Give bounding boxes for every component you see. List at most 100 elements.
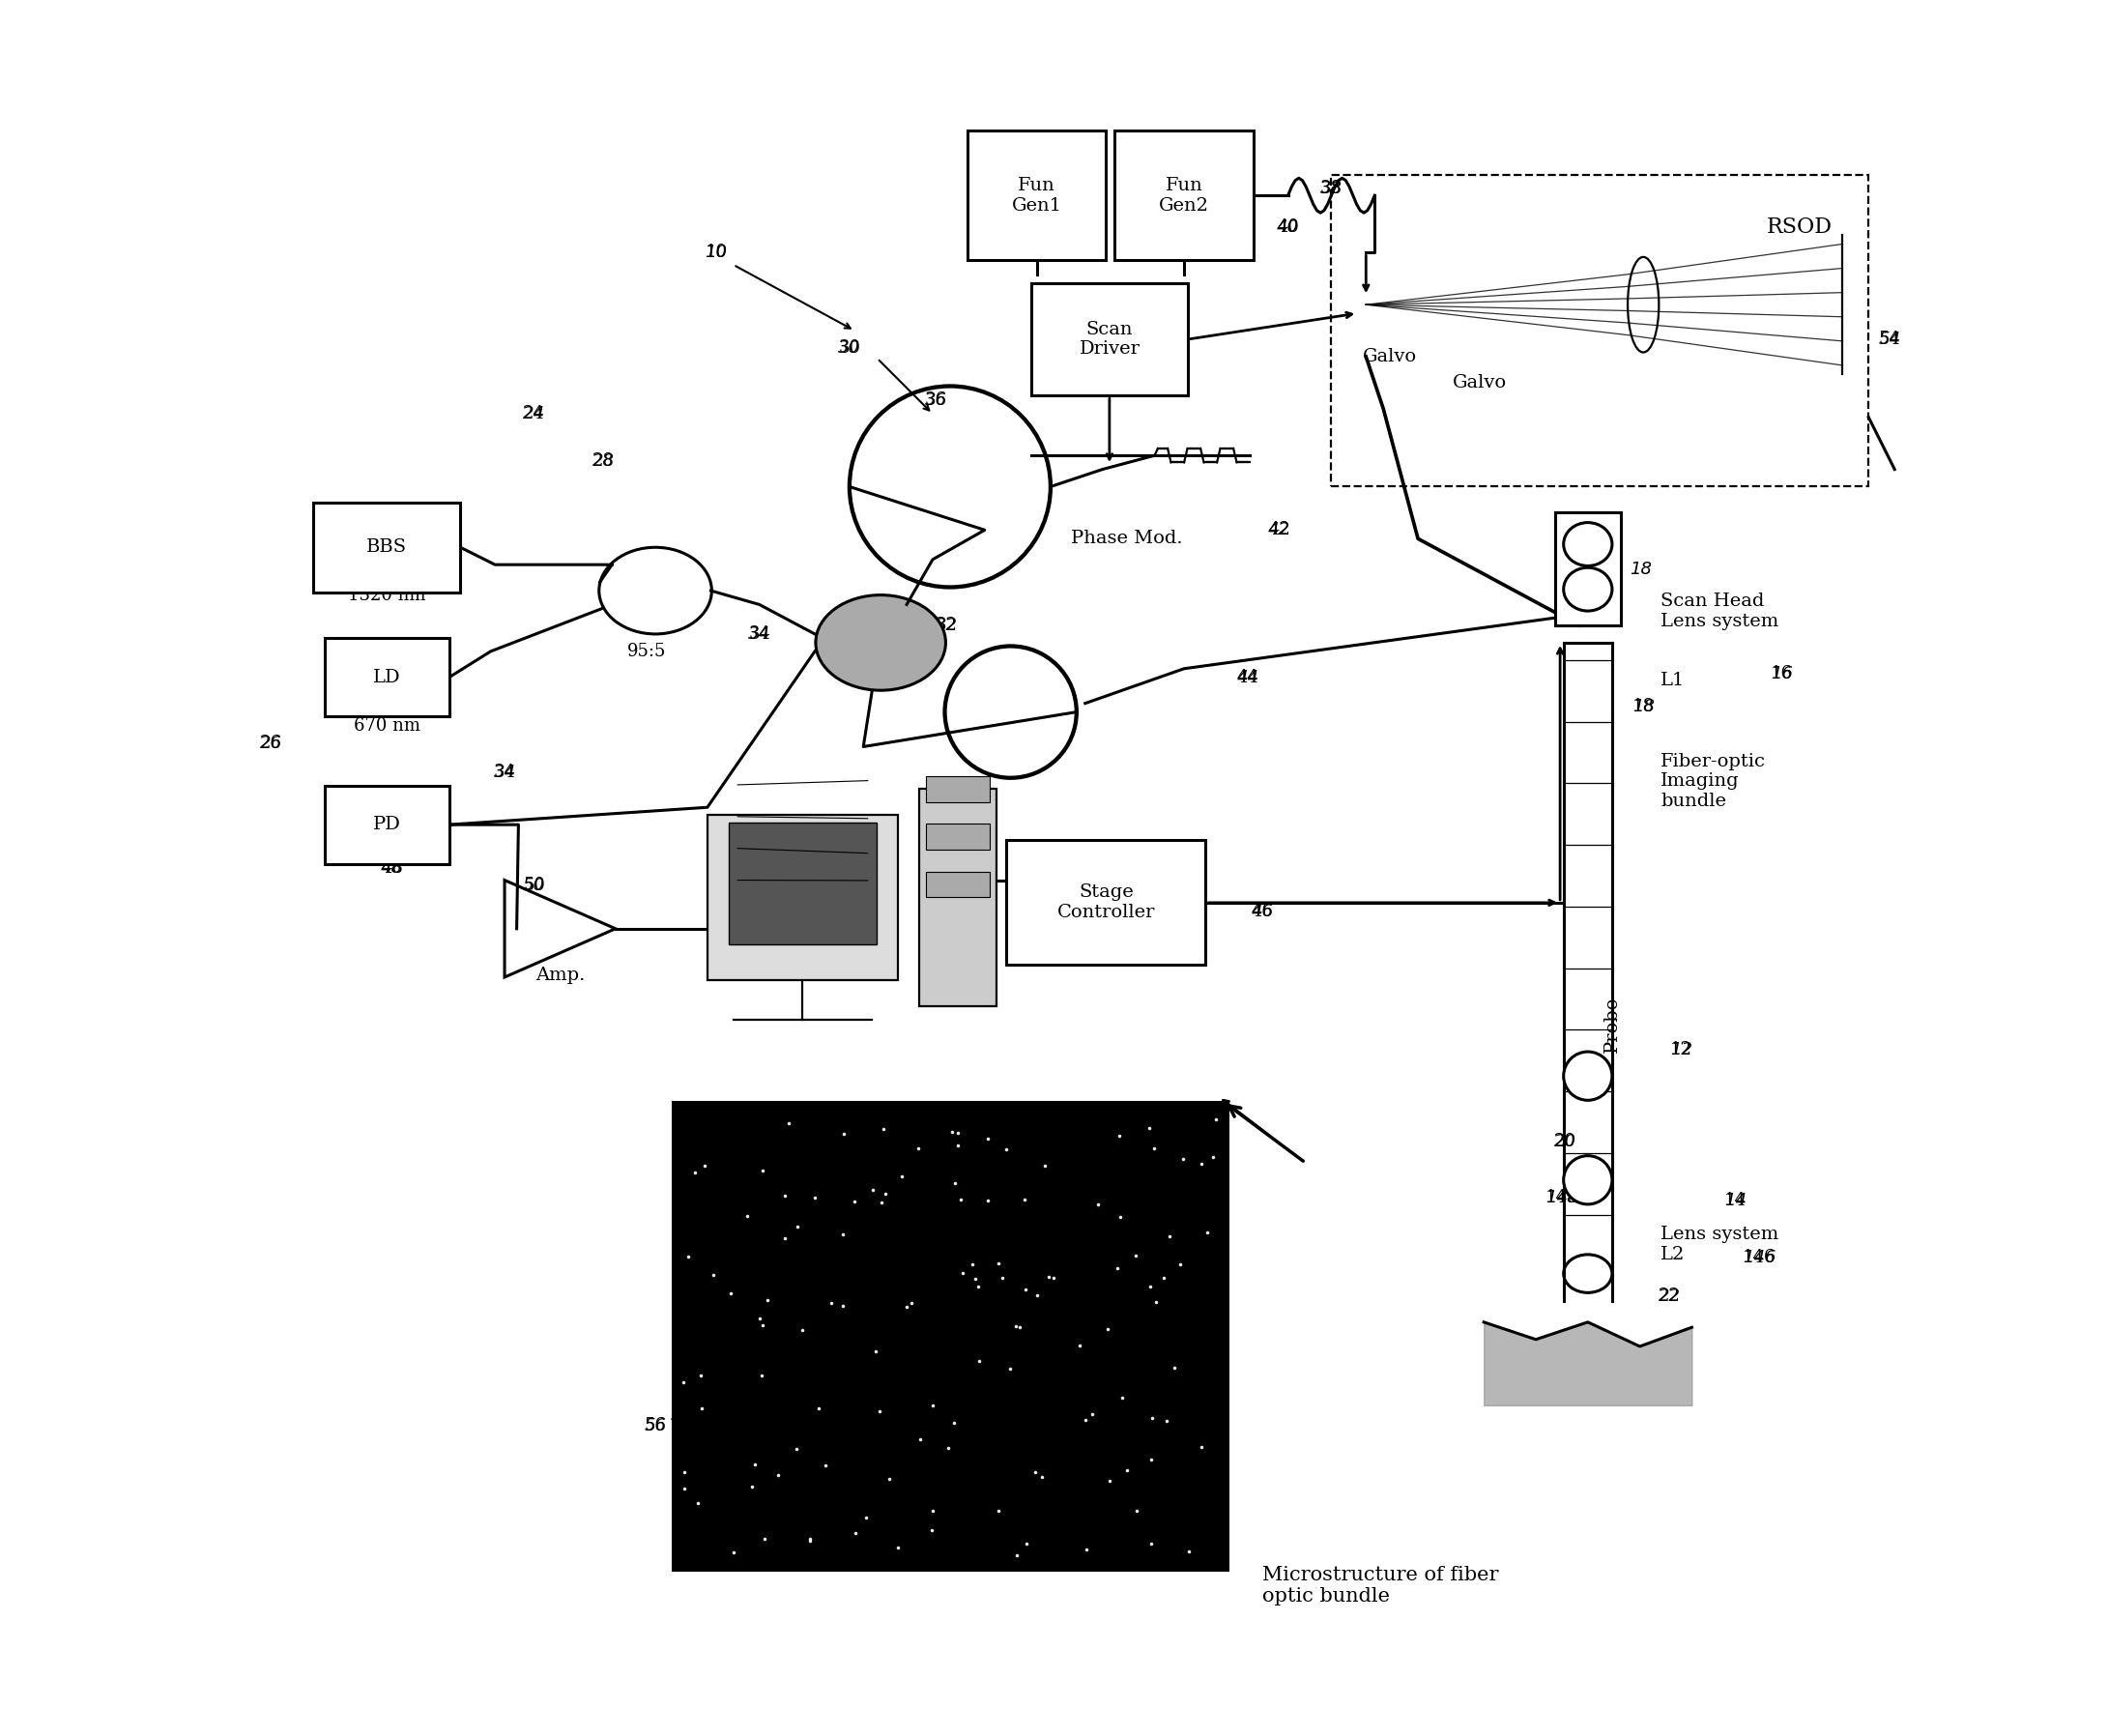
Text: 46: 46 <box>1250 903 1273 920</box>
Point <box>993 1356 1027 1384</box>
Point <box>1031 1262 1065 1290</box>
Point <box>780 1436 814 1463</box>
Text: 32: 32 <box>936 616 957 634</box>
Point <box>987 1264 1020 1292</box>
Point <box>961 1272 995 1300</box>
Text: 22: 22 <box>1659 1288 1680 1305</box>
FancyBboxPatch shape <box>1006 840 1206 965</box>
Point <box>793 1526 826 1554</box>
Point <box>1111 1457 1145 1484</box>
Point <box>1153 1222 1187 1250</box>
FancyBboxPatch shape <box>325 639 449 717</box>
Point <box>736 1472 769 1500</box>
Text: 50: 50 <box>523 877 546 894</box>
Point <box>1164 1252 1197 1279</box>
Point <box>1008 1276 1041 1304</box>
Point <box>938 1168 972 1196</box>
Point <box>915 1392 949 1420</box>
Text: 26: 26 <box>259 734 282 752</box>
Text: 52: 52 <box>723 877 744 894</box>
Text: 40: 40 <box>1277 219 1299 236</box>
Point <box>858 1337 892 1364</box>
Point <box>1092 1467 1126 1495</box>
FancyBboxPatch shape <box>1556 512 1621 625</box>
Point <box>1136 1404 1170 1432</box>
Point <box>1147 1264 1180 1292</box>
Point <box>738 1451 772 1479</box>
Point <box>696 1260 729 1288</box>
FancyBboxPatch shape <box>729 823 877 944</box>
Point <box>1020 1281 1054 1309</box>
Point <box>807 1451 841 1479</box>
Point <box>679 1158 713 1186</box>
Text: 20: 20 <box>1554 1134 1577 1151</box>
Text: Fun
Gen1: Fun Gen1 <box>1012 177 1062 214</box>
Text: 24: 24 <box>523 404 546 422</box>
Point <box>970 1125 1003 1153</box>
Point <box>1166 1146 1199 1174</box>
Point <box>1172 1538 1206 1566</box>
Point <box>687 1151 721 1179</box>
Text: Microstructure of fiber
optic bundle: Microstructure of fiber optic bundle <box>1263 1566 1499 1606</box>
Point <box>772 1109 805 1137</box>
Point <box>797 1184 831 1212</box>
Point <box>1134 1272 1168 1300</box>
Text: 146: 146 <box>1743 1250 1777 1267</box>
FancyBboxPatch shape <box>325 786 449 865</box>
Point <box>1191 1219 1225 1246</box>
Text: 670 nm: 670 nm <box>354 717 419 734</box>
Point <box>959 1266 993 1293</box>
Text: RSOD: RSOD <box>1767 215 1832 238</box>
Text: Probe: Probe <box>1604 996 1621 1052</box>
Text: 146: 146 <box>1743 1250 1777 1267</box>
Point <box>982 1250 1016 1278</box>
Text: 16: 16 <box>1771 665 1794 682</box>
Ellipse shape <box>816 595 946 691</box>
Point <box>1037 1264 1071 1292</box>
Point <box>668 1474 702 1502</box>
Point <box>1069 1535 1102 1562</box>
Point <box>1062 1332 1096 1359</box>
Point <box>904 1425 938 1453</box>
Text: 46: 46 <box>1250 903 1273 920</box>
Point <box>1010 1529 1043 1557</box>
Text: 24: 24 <box>523 404 546 422</box>
Point <box>999 1312 1033 1340</box>
Text: 12: 12 <box>1670 1042 1693 1059</box>
Text: 50: 50 <box>523 877 546 894</box>
Point <box>767 1182 801 1210</box>
Text: Phase Mod.: Phase Mod. <box>1071 529 1183 547</box>
Text: 34: 34 <box>748 625 769 642</box>
Point <box>932 1434 965 1462</box>
Text: 42: 42 <box>1269 521 1290 538</box>
Point <box>761 1462 795 1489</box>
Point <box>940 1132 974 1160</box>
Text: 30: 30 <box>839 339 860 356</box>
Point <box>1008 1186 1041 1213</box>
Point <box>685 1394 719 1422</box>
Text: 18: 18 <box>1629 561 1653 578</box>
Point <box>1029 1153 1062 1180</box>
FancyBboxPatch shape <box>919 790 997 1005</box>
Text: 95:5: 95:5 <box>628 642 666 660</box>
Point <box>837 1187 871 1215</box>
Point <box>767 1224 801 1252</box>
Text: Fiber-optic
Imaging
bundle: Fiber-optic Imaging bundle <box>1661 752 1767 811</box>
Text: Galvo: Galvo <box>1452 373 1507 391</box>
Point <box>1185 1434 1218 1462</box>
Point <box>670 1243 704 1271</box>
Text: 48: 48 <box>382 859 403 877</box>
Point <box>814 1290 847 1318</box>
Text: 56: 56 <box>645 1417 666 1436</box>
Point <box>1003 1314 1037 1342</box>
Text: 1320 nm: 1320 nm <box>348 587 426 604</box>
Point <box>793 1524 826 1552</box>
Point <box>746 1156 780 1184</box>
Text: Stage
Controller: Stage Controller <box>1056 884 1155 922</box>
Point <box>666 1368 700 1396</box>
Point <box>826 1120 860 1147</box>
Text: 14: 14 <box>1724 1193 1745 1210</box>
Point <box>1081 1191 1115 1219</box>
Point <box>1069 1406 1102 1434</box>
Text: 20: 20 <box>1554 1134 1577 1151</box>
